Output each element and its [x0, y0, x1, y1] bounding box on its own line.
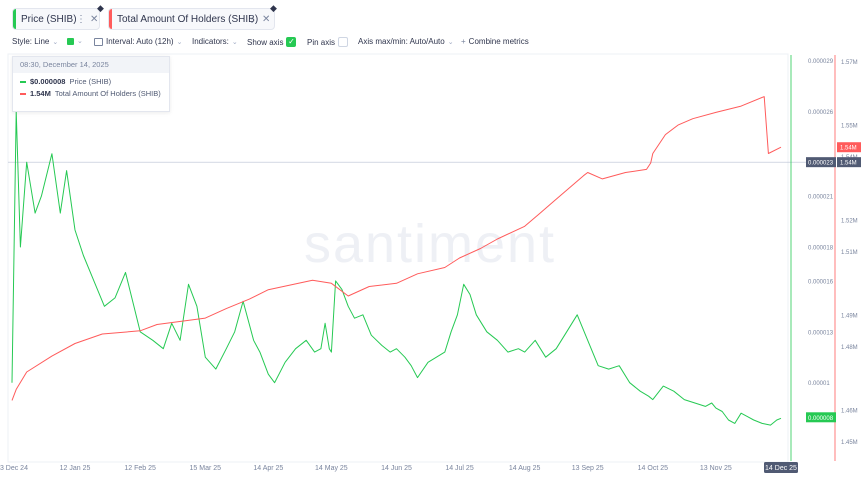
interval-label: Interval: Auto (12h) [106, 37, 174, 46]
metric-tab-price[interactable]: Price (SHIB) ⋮ ✕ [12, 8, 100, 30]
tooltip-swatch [20, 93, 26, 95]
x-tick-label: 14 Aug 25 [509, 465, 541, 472]
price-tick-label: 0.000026 [808, 110, 834, 116]
crosshair-label: 0.000023 [808, 161, 834, 167]
chevron-down-icon: ⌄ [52, 38, 59, 46]
x-tick-label: 14 Apr 25 [253, 465, 283, 472]
plot-border [7, 53, 789, 463]
price-tick-label: 0.000013 [808, 330, 834, 336]
chevron-down-icon: ⌄ [447, 38, 454, 46]
tooltip-row-price: $0.000008 Price (SHIB) [13, 76, 169, 88]
x-tick-label: 14 May 25 [315, 465, 348, 472]
calendar-icon [94, 37, 103, 46]
pin-axis-checkbox[interactable] [338, 37, 349, 47]
crosshair-label-box [806, 157, 836, 168]
plus-icon: + [461, 37, 466, 46]
price-tick-label: 0.000021 [808, 195, 834, 201]
price-series-line [11, 110, 782, 426]
price-current-box [806, 412, 836, 423]
axis-max-min-label: Axis max/min: Auto/Auto [358, 37, 445, 46]
style-dropdown[interactable]: Style: Line ⌄ [12, 37, 58, 46]
color-swatch [67, 37, 74, 45]
price-tick-label: 0.000018 [808, 245, 834, 251]
close-icon[interactable]: ✕ [90, 13, 99, 25]
holders-tick-label: 1.46M [841, 408, 858, 414]
holders-tick-label: 1.51M [841, 250, 858, 256]
tooltip-date: 08:30, December 14, 2025 [13, 57, 169, 73]
tooltip-name: Total Amount Of Holders (SHIB) [54, 89, 161, 98]
x-tick-label: 12 Jan 25 [60, 465, 91, 472]
holders-tick-label: 1.52M [841, 219, 858, 225]
show-axis-label: Show axis [247, 37, 284, 47]
metric-tab-label: Total Amount Of Holders (SHIB) [117, 13, 259, 25]
chevron-down-icon: ⌄ [231, 38, 238, 46]
indicators-label: Indicators: [192, 37, 229, 46]
axis-max-min-dropdown[interactable]: Axis max/min: Auto/Auto ⌄ [358, 37, 454, 46]
x-tick-label: 13 Nov 25 [700, 465, 732, 472]
x-tick-label: 15 Mar 25 [190, 465, 222, 472]
interval-dropdown[interactable]: Interval: Auto (12h) ⌄ [94, 37, 182, 46]
holders-current-label: 1.54M [840, 146, 857, 152]
metric-tab-holders[interactable]: Total Amount Of Holders (SHIB) ⋮ ✕ [108, 8, 275, 30]
price-tick-label: 0.000016 [808, 279, 834, 285]
color-picker[interactable]: ⌄ [67, 37, 83, 45]
show-axis-checkbox[interactable]: ✓ [286, 37, 297, 47]
metric-color-bar [13, 9, 16, 29]
holders-tick-label: 1.48M [841, 345, 858, 351]
chevron-down-icon: ⌄ [176, 38, 183, 46]
combine-metrics-label: Combine metrics [468, 37, 529, 46]
watermark: santiment [304, 214, 556, 274]
chevron-down-icon: ⌄ [77, 38, 83, 45]
x-tick-label: 14 Jul 25 [445, 465, 474, 472]
show-axis-toggle[interactable]: Show axis ✓ [247, 37, 297, 47]
more-options-icon[interactable]: ⋮ [247, 13, 257, 25]
x-tick-label: 14 Dec 25 [765, 465, 797, 472]
more-options-icon[interactable]: ⋮ [76, 13, 86, 25]
price-current-label: 0.000008 [808, 416, 834, 422]
x-highlight-box [764, 462, 798, 473]
price-tick-label: 0.00001 [808, 381, 830, 387]
tooltip-swatch [20, 81, 26, 83]
diamond-icon: ◆ [97, 3, 104, 13]
tooltip-name: Price (SHIB) [69, 77, 112, 86]
combine-metrics-button[interactable]: + Combine metrics [461, 37, 529, 46]
tooltip-row-holders: 1.54M Total Amount Of Holders (SHIB) [13, 88, 169, 100]
crosshair-holders-label: 1.54M [840, 161, 857, 167]
pin-axis-toggle[interactable]: Pin axis [307, 37, 349, 47]
pin-axis-label: Pin axis [307, 37, 336, 47]
indicators-dropdown[interactable]: Indicators: ⌄ [192, 37, 238, 46]
x-tick-label: 14 Jun 25 [381, 465, 412, 472]
holders-tick-label: 1.57M [841, 60, 858, 66]
close-icon[interactable]: ✕ [262, 13, 271, 25]
holders-tick-label: 1.55M [841, 124, 858, 130]
price-tick-label: 0.000029 [808, 59, 834, 65]
x-tick-label: 14 Oct 25 [638, 465, 668, 472]
holders-tick-label: 1.49M [841, 313, 858, 319]
metric-color-bar [109, 9, 112, 29]
holders-series-line [11, 96, 782, 401]
holders-tick-label: 1.45M [841, 440, 858, 446]
holders-current-box [837, 142, 861, 153]
tooltip-value: 1.54M [30, 89, 51, 98]
diamond-icon: ◆ [270, 3, 277, 13]
tooltip-value: $0.000008 [30, 77, 66, 86]
tooltip: 08:30, December 14, 2025 $0.000008 Price… [12, 56, 170, 112]
style-label: Style: Line [12, 37, 50, 46]
x-tick-label: 13 Sep 25 [572, 465, 604, 472]
x-tick-label: 12 Feb 25 [124, 465, 156, 472]
x-tick-label: 13 Dec 24 [0, 465, 28, 472]
metric-tab-label: Price (SHIB) [21, 13, 77, 25]
crosshair-holders-box [837, 157, 861, 168]
